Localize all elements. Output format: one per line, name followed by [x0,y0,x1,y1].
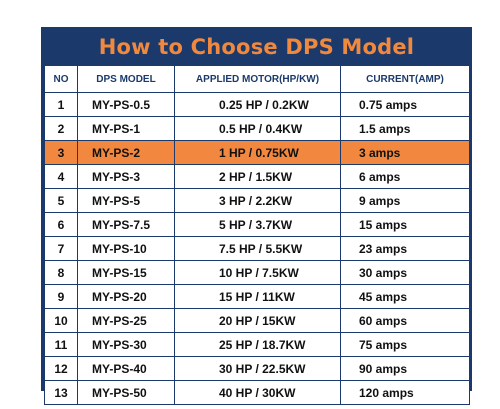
cell-current: 120 amps [340,380,470,405]
cell-no: 4 [44,164,78,189]
cell-applied-motor: 20 HP / 15KW [174,308,341,333]
header-dps-model: DPS MODEL [77,65,175,93]
table-row: 12 MY-PS-40 30 HP / 22.5KW 90 amps [44,356,470,381]
cell-dps-model: MY-PS-25 [77,308,175,333]
cell-current: 6 amps [340,164,470,189]
table-row: 10 MY-PS-25 20 HP / 15KW 60 amps [44,308,470,333]
header-row: NO DPS MODEL APPLIED MOTOR(HP/KW) CURREN… [44,65,470,93]
cell-no: 10 [44,308,78,333]
cell-current: 30 amps [340,260,470,285]
cell-dps-model: MY-PS-5 [77,188,175,213]
table-row: 13 MY-PS-50 40 HP / 30KW 120 amps [44,380,470,405]
cell-applied-motor: 3 HP / 2.2KW [174,188,341,213]
cell-current: 15 amps [340,212,470,237]
cell-no: 11 [44,332,78,357]
cell-dps-model: MY-PS-10 [77,236,175,261]
cell-no: 6 [44,212,78,237]
cell-applied-motor: 30 HP / 22.5KW [174,356,341,381]
table-row: 1 MY-PS-0.5 0.25 HP / 0.2KW 0.75 amps [44,92,470,117]
cell-dps-model: MY-PS-20 [77,284,175,309]
table-title: How to Choose DPS Model [98,35,415,59]
dps-model-table: NO DPS MODEL APPLIED MOTOR(HP/KW) CURREN… [44,65,470,405]
cell-no: 2 [44,116,78,141]
table-row: 7 MY-PS-10 7.5 HP / 5.5KW 23 amps [44,236,470,261]
cell-dps-model: MY-PS-40 [77,356,175,381]
cell-dps-model: MY-PS-0.5 [77,92,175,117]
cell-dps-model: MY-PS-1 [77,116,175,141]
table-row: 5 MY-PS-5 3 HP / 2.2KW 9 amps [44,188,470,213]
cell-current: 3 amps [340,140,470,165]
cell-applied-motor: 25 HP / 18.7KW [174,332,341,357]
header-applied-motor: APPLIED MOTOR(HP/KW) [174,65,341,93]
cell-current: 60 amps [340,308,470,333]
cell-current: 90 amps [340,356,470,381]
table-row: 8 MY-PS-15 10 HP / 7.5KW 30 amps [44,260,470,285]
cell-applied-motor: 0.25 HP / 0.2KW [174,92,341,117]
cell-current: 1.5 amps [340,116,470,141]
table-row: 9 MY-PS-20 15 HP / 11KW 45 amps [44,284,470,309]
header-current: CURRENT(AMP) [340,65,470,93]
cell-current: 0.75 amps [340,92,470,117]
cell-current: 23 amps [340,236,470,261]
table-row: 4 MY-PS-3 2 HP / 1.5KW 6 amps [44,164,470,189]
cell-dps-model: MY-PS-15 [77,260,175,285]
dps-model-table-panel: How to Choose DPS Model NO DPS MODEL APP… [41,27,472,405]
cell-dps-model: MY-PS-3 [77,164,175,189]
cell-no: 8 [44,260,78,285]
cell-applied-motor: 1 HP / 0.75KW [174,140,341,165]
cell-current: 45 amps [340,284,470,309]
cell-current: 75 amps [340,332,470,357]
cell-applied-motor: 0.5 HP / 0.4KW [174,116,341,141]
cell-no: 13 [44,380,78,405]
cell-applied-motor: 40 HP / 30KW [174,380,341,405]
header-no: NO [44,65,78,93]
cell-dps-model: MY-PS-50 [77,380,175,405]
cell-dps-model: MY-PS-7.5 [77,212,175,237]
cell-applied-motor: 2 HP / 1.5KW [174,164,341,189]
cell-current: 9 amps [340,188,470,213]
cell-no: 9 [44,284,78,309]
table-row: 2 MY-PS-1 0.5 HP / 0.4KW 1.5 amps [44,116,470,141]
cell-no: 5 [44,188,78,213]
cell-no: 1 [44,92,78,117]
table-row: 3 MY-PS-2 1 HP / 0.75KW 3 amps [44,140,470,165]
cell-no: 7 [44,236,78,261]
table-row: 11 MY-PS-30 25 HP / 18.7KW 75 amps [44,332,470,357]
cell-no: 3 [44,140,78,165]
cell-no: 12 [44,356,78,381]
cell-applied-motor: 5 HP / 3.7KW [174,212,341,237]
table-row: 6 MY-PS-7.5 5 HP / 3.7KW 15 amps [44,212,470,237]
cell-dps-model: MY-PS-2 [77,140,175,165]
cell-applied-motor: 10 HP / 7.5KW [174,260,341,285]
cell-dps-model: MY-PS-30 [77,332,175,357]
cell-applied-motor: 15 HP / 11KW [174,284,341,309]
cell-applied-motor: 7.5 HP / 5.5KW [174,236,341,261]
